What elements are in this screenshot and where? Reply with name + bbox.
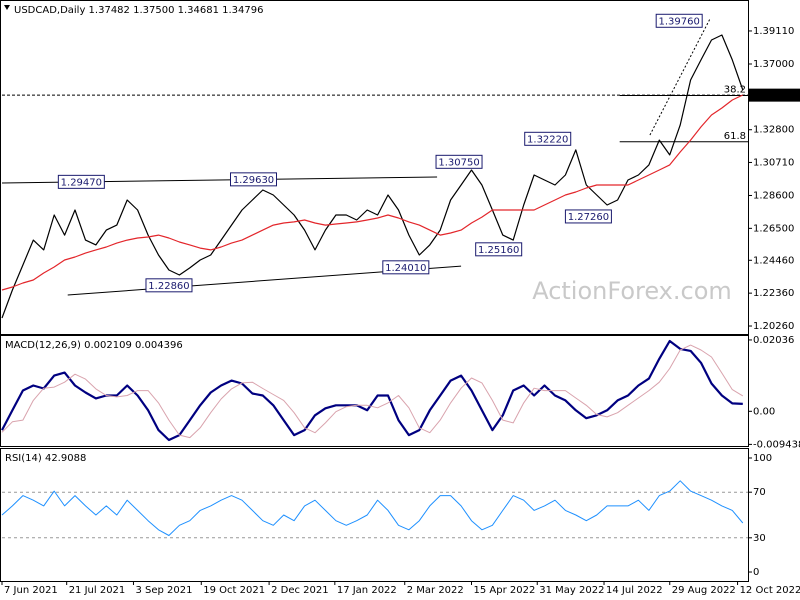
price-annotation: 1.29470 bbox=[61, 177, 102, 188]
y-tick-label: 30 bbox=[753, 533, 766, 544]
price-annotation: 1.39760 bbox=[659, 16, 700, 27]
y-tick-label: 0.00 bbox=[753, 406, 775, 417]
price-annotation-box bbox=[524, 131, 572, 146]
watermark: ActionForex.com bbox=[532, 277, 732, 305]
y-tick-label: 1.28600 bbox=[753, 190, 794, 201]
price-annotation-box bbox=[655, 13, 703, 28]
price-annotation-box bbox=[435, 154, 483, 169]
price-line-label: 1.35010 bbox=[753, 91, 794, 102]
y-tick-label: 1.30710 bbox=[753, 157, 794, 168]
price-annotation: 1.25160 bbox=[478, 245, 519, 256]
y-tick-label: 0 bbox=[753, 567, 759, 578]
price-annotation-box bbox=[145, 278, 193, 293]
y-tick-label: 0.02036 bbox=[753, 335, 794, 346]
y-tick-label: 100 bbox=[753, 453, 772, 464]
series-line bbox=[1, 480, 744, 536]
rsi-panel-frame bbox=[0, 448, 749, 582]
y-tick-label: 1.20260 bbox=[753, 321, 794, 332]
x-tick-label: 15 Apr 2022 bbox=[474, 585, 536, 596]
price-annotation-box bbox=[382, 260, 430, 275]
price-annotation-box bbox=[564, 209, 612, 224]
x-tick-label: 7 Jun 2021 bbox=[4, 585, 58, 596]
y-tick-label: 1.26500 bbox=[753, 223, 794, 234]
y-tick-label: 1.37000 bbox=[753, 59, 794, 70]
price-annotation-box bbox=[57, 174, 105, 189]
price-annotation: 1.29630 bbox=[233, 175, 274, 186]
x-tick-label: 21 Jul 2021 bbox=[69, 585, 126, 596]
x-tick-label: 17 Jan 2022 bbox=[337, 585, 397, 596]
price-annotation: 1.32220 bbox=[527, 134, 568, 145]
trendline bbox=[649, 17, 711, 136]
price-line-box bbox=[749, 88, 800, 102]
x-tick-label: 19 Oct 2021 bbox=[203, 585, 265, 596]
y-tick-label: -0.009438 bbox=[753, 439, 800, 450]
panel-title: MACD(12,26,9) 0.002109 0.004396 bbox=[5, 340, 183, 351]
x-tick-label: 12 Oct 2022 bbox=[740, 585, 800, 596]
panel-title: RSI(14) 42.9088 bbox=[5, 453, 86, 464]
macd-panel-frame bbox=[0, 335, 749, 447]
price-annotation-box bbox=[229, 172, 277, 187]
y-tick-label: 70 bbox=[753, 487, 766, 498]
price-panel-frame bbox=[0, 0, 749, 335]
x-tick-label: 2 Mar 2022 bbox=[407, 585, 464, 596]
price-annotation: 1.24010 bbox=[385, 263, 426, 274]
series-line bbox=[1, 339, 743, 442]
series-line bbox=[1, 34, 744, 319]
fib-label: 61.8 bbox=[724, 131, 746, 142]
x-tick-label: 14 Jul 2022 bbox=[606, 585, 663, 596]
panel-title: USDCAD,Daily 1.37482 1.37500 1.34681 1.3… bbox=[14, 5, 264, 16]
series-line bbox=[1, 94, 744, 291]
panel-icon bbox=[4, 5, 10, 10]
price-annotation: 1.30750 bbox=[438, 157, 479, 168]
price-annotation-box bbox=[475, 242, 523, 257]
y-tick-label: 1.24460 bbox=[753, 255, 794, 266]
y-tick-label: 1.32800 bbox=[753, 125, 794, 136]
price-annotation: 1.22860 bbox=[148, 281, 189, 292]
x-tick-label: 31 May 2022 bbox=[539, 585, 604, 596]
series-line bbox=[1, 344, 744, 439]
x-tick-label: 29 Aug 2022 bbox=[672, 585, 736, 596]
price-annotation: 1.27260 bbox=[568, 212, 609, 223]
x-tick-label: 2 Dec 2021 bbox=[271, 585, 329, 596]
y-tick-label: 1.39110 bbox=[753, 26, 794, 37]
x-tick-label: 3 Sep 2021 bbox=[135, 585, 192, 596]
y-tick-label: 1.22360 bbox=[753, 288, 794, 299]
fib-label: 38.2 bbox=[724, 84, 746, 95]
